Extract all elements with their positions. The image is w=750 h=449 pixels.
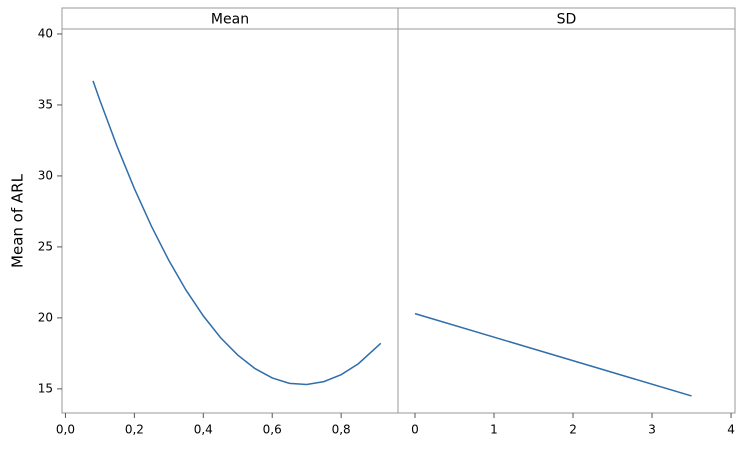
x-tick-label: 0: [411, 423, 419, 437]
x-tick-label: 4: [727, 423, 735, 437]
line: [414, 312, 692, 397]
y-tick-label: 15: [38, 381, 53, 395]
y-tick-label: 35: [38, 97, 53, 111]
x-tick-label: 1: [490, 423, 498, 437]
x-tick-label: 0,8: [332, 423, 351, 437]
panel-frame: [397, 28, 736, 414]
panel-title: Mean: [211, 12, 249, 28]
y-tick-label: 20: [38, 310, 53, 324]
x-tick-label: 0,4: [194, 423, 213, 437]
y-tick-label: 25: [38, 239, 53, 253]
x-tick-label: 3: [648, 423, 656, 437]
line: [92, 80, 382, 386]
x-tick-label: 0,0: [56, 423, 75, 437]
panel-title: SD: [557, 12, 577, 28]
y-axis-label: Mean of ARL: [9, 173, 27, 268]
x-tick-label: 2: [569, 423, 577, 437]
y-tick-label: 40: [38, 26, 53, 40]
panel-frame: [61, 28, 399, 414]
y-tick-label: 30: [38, 168, 53, 182]
x-tick-label: 0,2: [125, 423, 144, 437]
x-tick-label: 0,6: [263, 423, 282, 437]
